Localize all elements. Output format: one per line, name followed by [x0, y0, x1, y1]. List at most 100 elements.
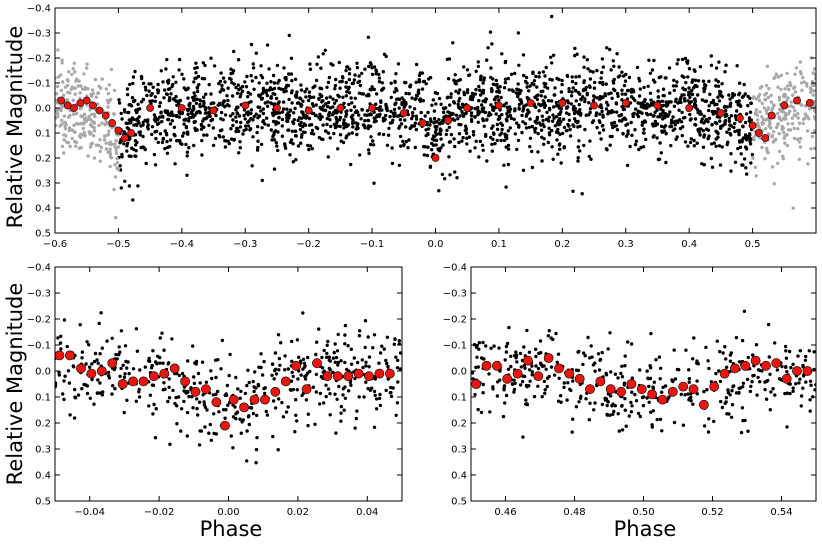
data-point — [360, 107, 364, 112]
data-point — [137, 115, 141, 119]
data-point — [370, 72, 375, 77]
data-point — [409, 125, 413, 129]
data-point — [727, 127, 731, 131]
data-point — [321, 99, 325, 103]
data-point — [241, 418, 245, 422]
data-point — [688, 95, 692, 100]
data-point — [308, 144, 313, 148]
data-point — [212, 412, 216, 416]
wrapped-data-point — [776, 75, 781, 79]
data-point — [648, 91, 653, 96]
data-point — [747, 116, 752, 120]
wrapped-data-point — [807, 107, 812, 111]
data-point — [504, 117, 509, 122]
wrapped-data-point — [767, 124, 771, 128]
data-point — [549, 365, 554, 369]
data-point — [353, 110, 358, 115]
data-point — [193, 76, 197, 81]
data-point — [408, 105, 412, 109]
data-point — [138, 368, 142, 372]
data-point — [550, 145, 554, 149]
data-point — [150, 132, 154, 137]
data-point — [345, 65, 350, 69]
data-point — [249, 42, 254, 47]
data-point — [595, 125, 599, 130]
data-point — [156, 82, 160, 87]
data-point — [718, 89, 722, 94]
data-point — [433, 91, 438, 95]
data-point — [789, 365, 793, 370]
data-point — [180, 371, 185, 376]
data-point — [462, 65, 466, 69]
data-point — [377, 72, 381, 77]
data-point — [224, 393, 229, 398]
data-point — [432, 116, 437, 121]
data-point — [294, 398, 298, 402]
data-point — [256, 125, 260, 129]
data-point — [710, 165, 715, 169]
data-point — [135, 349, 140, 353]
wrapped-data-point — [88, 123, 93, 127]
wrapped-data-point — [754, 110, 758, 115]
scatter-points — [55, 311, 402, 465]
data-point — [144, 88, 148, 92]
binned-mean-point — [736, 114, 744, 122]
data-point — [393, 337, 397, 341]
data-point — [610, 96, 614, 101]
wrapped-data-point — [779, 73, 783, 78]
data-point — [699, 127, 703, 131]
data-point — [207, 123, 211, 128]
data-point — [334, 431, 338, 435]
data-point — [458, 96, 462, 101]
data-point — [617, 65, 621, 69]
data-point — [727, 93, 731, 97]
data-point — [56, 336, 60, 340]
wrapped-data-point — [754, 97, 759, 101]
data-point — [223, 105, 227, 109]
binned-mean-point — [750, 355, 761, 366]
data-point — [326, 80, 331, 85]
wrapped-data-point — [809, 87, 813, 92]
data-point — [371, 143, 376, 147]
data-point — [487, 111, 491, 115]
data-point — [401, 139, 405, 143]
data-point — [518, 351, 523, 356]
data-point — [661, 110, 665, 114]
data-point — [481, 340, 485, 345]
data-point — [493, 141, 497, 146]
data-point — [608, 47, 612, 52]
binned-mean-point — [304, 106, 313, 115]
wrapped-data-point — [760, 101, 764, 106]
y-tick-label: 0.3 — [451, 445, 467, 456]
data-point — [391, 386, 395, 390]
data-point — [708, 92, 712, 97]
data-point — [680, 110, 684, 115]
data-point — [165, 57, 169, 62]
data-point — [541, 364, 545, 368]
data-point — [537, 75, 541, 79]
data-point — [326, 113, 331, 117]
data-point — [236, 105, 240, 110]
data-point — [692, 336, 696, 340]
data-point — [197, 400, 202, 404]
data-point — [701, 79, 706, 83]
wrapped-data-point — [82, 130, 86, 135]
data-point — [273, 129, 278, 133]
data-point — [809, 383, 813, 387]
data-point — [565, 105, 570, 109]
data-point — [523, 122, 528, 126]
data-point — [504, 344, 509, 349]
data-point — [637, 76, 641, 81]
data-point — [659, 366, 663, 370]
data-point — [220, 87, 224, 91]
data-point — [118, 164, 122, 168]
x-tick-label: −0.5 — [106, 239, 130, 250]
data-point — [748, 389, 753, 394]
wrapped-data-point — [113, 175, 118, 179]
data-point — [799, 404, 803, 408]
data-point — [290, 89, 294, 93]
binned-mean-point — [491, 360, 502, 371]
data-point — [538, 361, 543, 365]
data-point — [397, 106, 401, 110]
